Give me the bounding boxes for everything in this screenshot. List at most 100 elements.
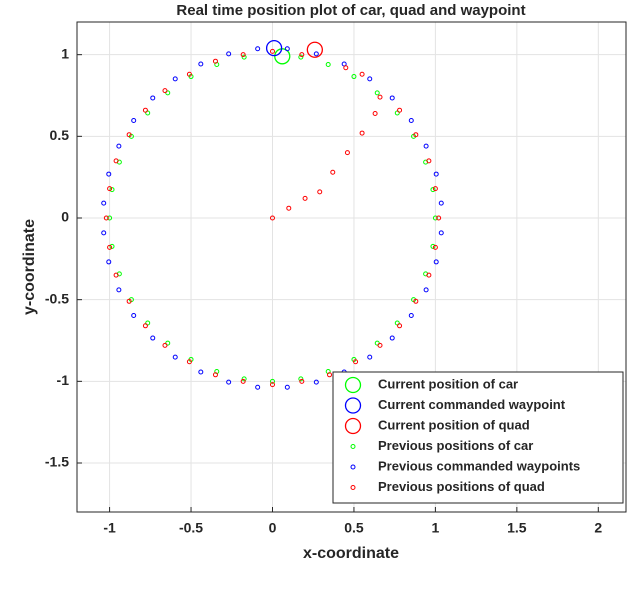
point (302, 195, 308, 201)
point (343, 65, 349, 71)
point (433, 259, 439, 265)
x-tick-label: 0 (269, 520, 277, 536)
point (172, 76, 178, 82)
point (313, 51, 319, 57)
point (186, 71, 192, 77)
point (150, 95, 156, 101)
y-tick-label: -1 (57, 372, 70, 388)
legend-marker (344, 397, 362, 414)
point (344, 150, 350, 156)
point (389, 95, 395, 101)
point (432, 244, 438, 250)
point (212, 58, 218, 64)
x-tick-label: 2 (594, 520, 602, 536)
point (433, 171, 439, 177)
point (284, 46, 290, 52)
point (106, 259, 112, 265)
point (306, 41, 323, 58)
point (241, 376, 247, 382)
point (172, 354, 178, 360)
point (298, 376, 304, 382)
point (162, 342, 168, 348)
point (367, 76, 373, 82)
point (142, 107, 148, 113)
x-axis-label: x-coordinate (303, 545, 399, 562)
y-tick-label: -1.5 (45, 454, 69, 470)
x-tick-label: 0.5 (344, 520, 364, 536)
legend-marker (350, 444, 356, 449)
point (126, 298, 132, 304)
point (325, 61, 331, 67)
chart-title: Real time position plot of car, quad and… (176, 2, 525, 19)
point (413, 132, 419, 138)
point (377, 342, 383, 348)
y-tick-label: 0 (61, 209, 69, 225)
legend-label: Current position of quad (378, 417, 530, 432)
point (106, 171, 112, 177)
point (367, 354, 373, 360)
x-tick-label: -0.5 (179, 520, 203, 536)
point (265, 39, 283, 57)
point (286, 205, 292, 211)
point (198, 61, 204, 67)
y-tick-label: 0.5 (50, 127, 70, 143)
point (269, 215, 275, 221)
point (116, 287, 122, 293)
point (107, 244, 113, 250)
point (269, 48, 275, 54)
point (423, 143, 429, 149)
point (298, 54, 304, 60)
point (269, 382, 275, 388)
point (212, 372, 218, 378)
point (107, 186, 113, 192)
point (126, 132, 132, 138)
point (241, 54, 247, 60)
point (426, 272, 432, 278)
legend-marker (344, 417, 362, 435)
point (186, 359, 192, 365)
point (101, 200, 107, 206)
point (408, 117, 414, 123)
point (142, 323, 148, 329)
point (131, 117, 137, 123)
x-tick-label: 1.5 (507, 520, 527, 536)
point (299, 378, 305, 384)
point (372, 110, 378, 116)
y-tick-label: -0.5 (45, 290, 69, 306)
plot-frame (76, 21, 627, 513)
point (113, 158, 119, 164)
point (150, 335, 156, 341)
point (359, 71, 365, 77)
legend-marker (350, 485, 356, 490)
point (432, 215, 438, 221)
legend-marker (350, 464, 356, 470)
point (351, 74, 357, 80)
y-axis-label: y-coordinate (21, 219, 38, 315)
point (284, 384, 290, 390)
point (438, 200, 444, 206)
point (226, 51, 232, 57)
point (313, 379, 319, 385)
x-tick-label: -1 (103, 520, 116, 536)
legend-label: Previous positions of car (378, 438, 533, 453)
point (438, 230, 444, 236)
point (269, 378, 275, 384)
point (109, 187, 115, 193)
point (255, 46, 261, 52)
point (408, 313, 414, 319)
point (317, 189, 323, 195)
point (430, 243, 436, 249)
point (103, 215, 109, 221)
point (397, 107, 403, 113)
point (274, 48, 291, 65)
point (109, 243, 115, 249)
point (430, 187, 436, 193)
point (198, 369, 204, 375)
point (374, 90, 380, 96)
point (116, 143, 122, 149)
point (432, 186, 438, 192)
x-tick-label: 1 (431, 520, 439, 536)
y-tick-label: 1 (61, 45, 69, 61)
